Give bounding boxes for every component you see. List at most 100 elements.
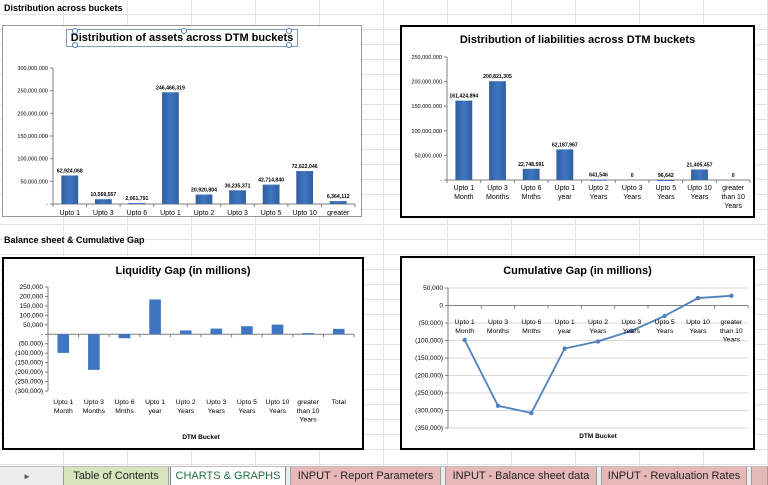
data-label: 20,920,804 <box>191 188 217 194</box>
liabilities-plot-area: - 50,000,000 100,000,000 150,000,000 200,000… <box>411 55 751 210</box>
bar <box>329 201 347 204</box>
data-label: 200,821,305 <box>483 74 512 80</box>
data-point <box>629 328 634 334</box>
x-tick-label: Upto 6 <box>127 210 148 216</box>
tab-table-of-contents[interactable]: Table of Contents <box>63 467 169 485</box>
bar <box>455 100 473 180</box>
bar <box>88 334 100 370</box>
x-tick-label: Upto 3 <box>622 185 643 192</box>
bar <box>556 149 574 180</box>
x-tick-label: Years <box>656 328 674 335</box>
cumulative-gap-chart[interactable]: Cumulative Gap (in millions) (350,000) (3… <box>400 256 755 450</box>
resize-handle-icon[interactable] <box>72 42 78 48</box>
data-label: 21,405,457 <box>687 162 713 168</box>
tab-overflow-partial[interactable] <box>751 467 768 485</box>
x-tick-label: Years <box>724 203 742 210</box>
tab-charts-and-graphs[interactable]: CHARTS & GRAPHS <box>170 467 286 485</box>
x-tick-label: Month <box>54 408 73 415</box>
bar <box>57 334 70 353</box>
tab-input-balance-sheet-data[interactable]: INPUT - Balance sheet data <box>445 467 597 485</box>
bar <box>94 199 112 204</box>
bar <box>149 299 161 335</box>
y-tick-label: (50,000) <box>419 320 443 327</box>
bar <box>657 179 675 181</box>
data-label: 6,364,112 <box>327 194 350 200</box>
x-tick-label: Upto 1 <box>160 210 181 216</box>
x-tick-label: Years <box>623 194 641 201</box>
bar <box>210 328 223 335</box>
y-tick-label: 50,000 <box>423 285 443 292</box>
y-tick-label: (100,000) <box>15 350 43 357</box>
resize-handle-icon[interactable] <box>286 42 292 48</box>
x-tick-label: Upto 3 <box>621 319 641 326</box>
y-tick-label: (250,000) <box>415 390 443 397</box>
assets-chart-title[interactable]: Distribution of assets across DTM bucket… <box>65 29 299 47</box>
resize-handle-icon[interactable] <box>72 28 78 34</box>
x-tick-label: greater <box>297 399 319 406</box>
x-tick-label: than 10 <box>721 194 744 201</box>
bar <box>128 203 146 205</box>
x-tick-label: Upto 5 <box>261 210 282 216</box>
data-label: 10,569,557 <box>90 192 116 198</box>
bar <box>162 92 179 204</box>
triangle-right-icon[interactable]: ► <box>23 472 31 481</box>
x-tick-label: Years <box>238 408 256 415</box>
x-tick-label: Upto 3 <box>488 319 508 326</box>
x-tick-label: Months <box>486 194 509 201</box>
x-tick-label: Upto 1 <box>145 399 165 406</box>
data-label: 641,546 <box>589 173 608 179</box>
x-tick-label: Upto 2 <box>588 319 608 326</box>
x-tick-label: Years <box>208 408 226 415</box>
tab-input-report-parameters[interactable]: INPUT - Report Parameters <box>290 467 441 485</box>
data-point <box>562 346 567 351</box>
y-tick-label: (50,000) <box>19 341 43 348</box>
data-point <box>695 295 701 301</box>
x-tick-label: Years <box>300 417 318 424</box>
x-tick-label: Upto 10 <box>292 210 317 216</box>
y-tick-label: (200,000) <box>15 369 43 376</box>
x-tick-label: Upto 1 <box>555 185 576 192</box>
y-tick-label: 250,000,000 <box>411 55 442 61</box>
x-tick-label: Upto 1 <box>59 210 80 216</box>
x-tick-label: Upto 10 <box>687 185 712 192</box>
data-point <box>662 313 667 319</box>
resize-handle-icon[interactable] <box>286 28 292 34</box>
data-point <box>495 403 501 408</box>
bar <box>296 171 314 204</box>
y-tick-label: 300,000,000 <box>17 66 48 72</box>
assets-chart-title-wrapper[interactable]: Distribution of assets across DTM bucket… <box>3 29 361 47</box>
liquidity-gap-chart[interactable]: Liquidity Gap (in millions) (300,000) (25… <box>2 257 364 450</box>
y-tick-label: 150,000 <box>20 303 44 310</box>
assets-chart[interactable]: Distribution of assets across DTM bucket… <box>2 25 362 217</box>
x-tick-label: year <box>558 328 572 335</box>
liabilities-chart[interactable]: Distribution of liabilities across DTM b… <box>400 25 755 218</box>
cumulative-gap-plot-area: (350,000) (300,000) (250,000) (200,000) (150… <box>415 285 749 440</box>
data-label: 42,714,840 <box>258 178 284 184</box>
x-tick-label: Month <box>454 194 474 201</box>
y-tick-label: 250,000,000 <box>17 89 48 95</box>
y-tick-label: 50,000,000 <box>414 153 442 159</box>
resize-handle-icon[interactable] <box>181 28 187 34</box>
x-tick-label: greater <box>722 185 745 192</box>
x-tick-label: year <box>148 408 162 415</box>
x-tick-label: Upto 2 <box>588 185 609 192</box>
data-point <box>529 410 534 416</box>
liquidity-gap-plot-area: (300,000) (250,000) (200,000) (150,000) (100… <box>15 284 355 441</box>
x-tick-label: Upto 1 <box>53 399 73 406</box>
data-label: 62,187,967 <box>552 142 578 148</box>
x-tick-label: Upto 2 <box>176 399 196 406</box>
x-tick-label: Upto 6 <box>521 319 541 326</box>
x-tick-label: Upto 3 <box>84 399 104 406</box>
x-tick-label: Years <box>177 408 195 415</box>
x-tick-label: Month <box>455 328 474 335</box>
y-tick-label: (200,000) <box>415 373 443 380</box>
x-tick-label: Upto 3 <box>206 399 226 406</box>
x-tick-label: Upto 3 <box>487 185 508 192</box>
x-tick-label: Mnths <box>522 328 541 335</box>
data-label: 30,235,371 <box>225 183 251 189</box>
data-label: 0 <box>732 173 735 179</box>
tab-input-revaluation-rates[interactable]: INPUT - Revaluation Rates <box>601 467 747 485</box>
bar <box>271 324 284 335</box>
x-tick-label: greater <box>327 210 350 216</box>
x-tick-label: Years <box>691 194 709 201</box>
